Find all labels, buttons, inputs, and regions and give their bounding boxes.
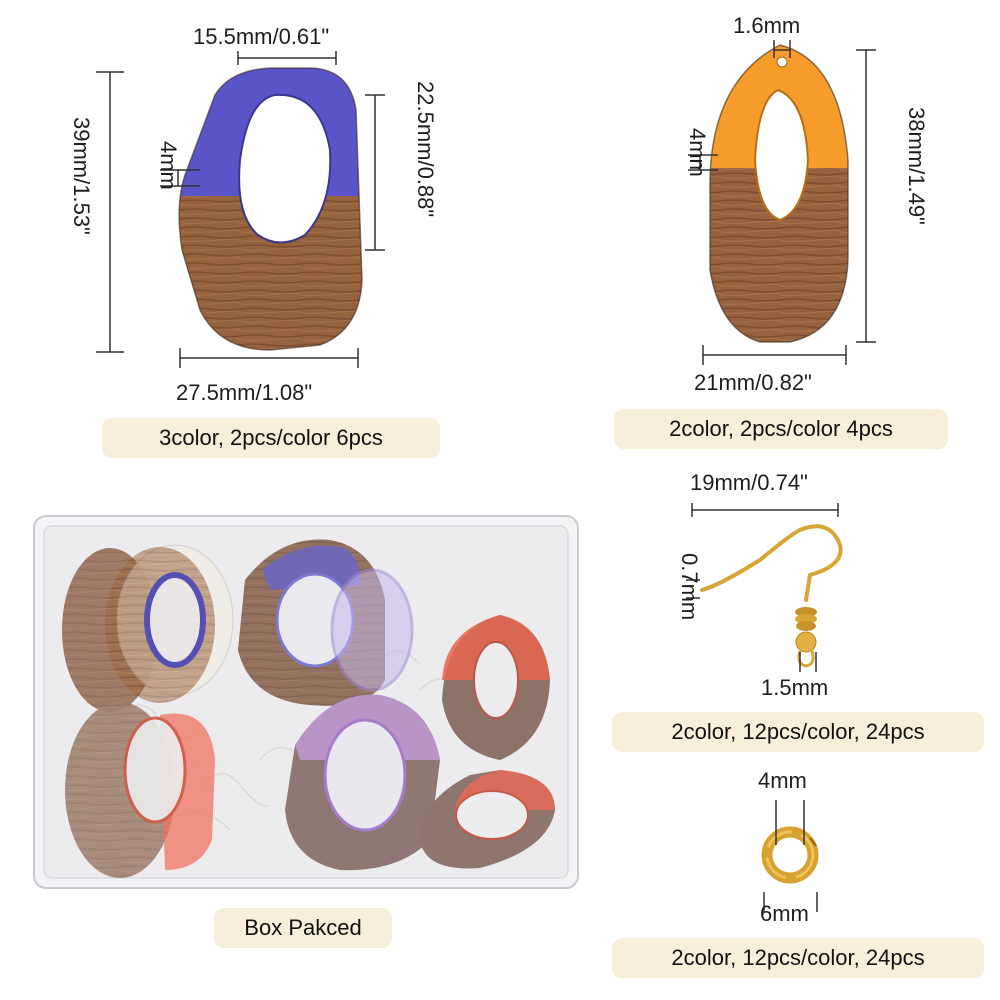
earring-hook: [700, 524, 843, 668]
pendant-b-thickness-label: 4mm: [685, 128, 710, 177]
hook-width-label: 19mm/0.74": [690, 470, 808, 495]
pendant-a-dimension-lines: [96, 51, 385, 368]
jump-ring-caption: 2color, 12pcs/color, 24pcs: [612, 938, 984, 978]
hook-loop-label: 1.5mm: [761, 675, 829, 700]
hook-wire-label: 0.7mm: [677, 553, 702, 621]
pendant-a-caption: 3color, 2pcs/color 6pcs: [102, 418, 440, 458]
pendant-b: [709, 44, 849, 343]
pendant-b-dimension-lines: [688, 40, 876, 365]
pendant-a-hole-height-label: 22.5mm/0.88": [413, 81, 438, 218]
jump-ring-diameter-label: 6mm: [760, 901, 809, 926]
earring-hook-dimension-lines: [686, 503, 839, 672]
pendant-b-caption: 2color, 2pcs/color 4pcs: [614, 409, 948, 449]
box-caption: Box Pakced: [214, 908, 392, 948]
pendant-a-thickness-label: 4mm: [156, 141, 181, 190]
pendant-b-height-label: 38mm/1.49": [904, 107, 929, 225]
pendant-b-hole-label: 1.6mm: [733, 13, 801, 38]
jump-ring-dimension-lines: [763, 800, 818, 912]
pendant-b-width-label: 21mm/0.82": [694, 370, 812, 395]
jump-ring: [761, 826, 819, 884]
pendant-a-height-label: 39mm/1.53": [69, 117, 94, 235]
pendant-a-bottom-width-label: 27.5mm/1.08": [176, 380, 313, 405]
pendant-a-top-width-label: 15.5mm/0.61": [193, 24, 330, 49]
pendant-a: [178, 67, 363, 351]
hook-caption: 2color, 12pcs/color, 24pcs: [612, 712, 984, 752]
storage-box: [33, 515, 579, 889]
jump-ring-thickness-label: 4mm: [758, 768, 807, 793]
